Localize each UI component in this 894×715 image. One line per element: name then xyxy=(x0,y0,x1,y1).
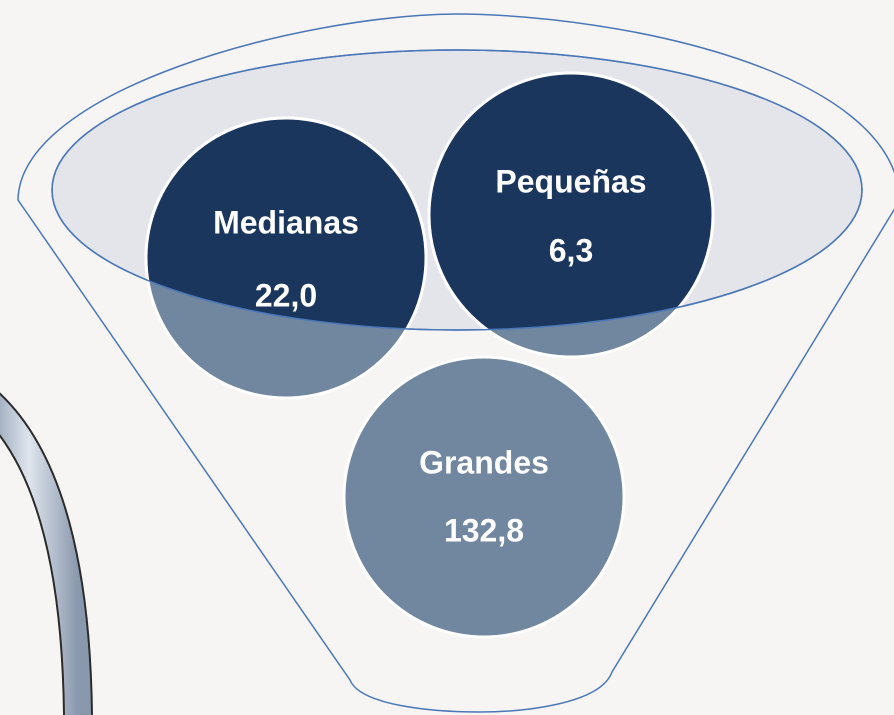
labels: Medianas 22,0 Pequeñas 6,3 Grandes 132,8 xyxy=(213,163,647,548)
item-label: Grandes xyxy=(419,444,549,480)
funnel-rim-edge xyxy=(51,49,863,331)
circles xyxy=(144,71,715,639)
item-value: 6,3 xyxy=(549,232,593,268)
item-value: 22,0 xyxy=(255,277,317,313)
item-label: Medianas xyxy=(213,204,359,240)
item-label: Pequeñas xyxy=(495,163,646,199)
ring xyxy=(0,395,91,715)
circle-top xyxy=(427,71,715,330)
circle xyxy=(342,355,626,639)
item-value: 132,8 xyxy=(444,512,524,548)
